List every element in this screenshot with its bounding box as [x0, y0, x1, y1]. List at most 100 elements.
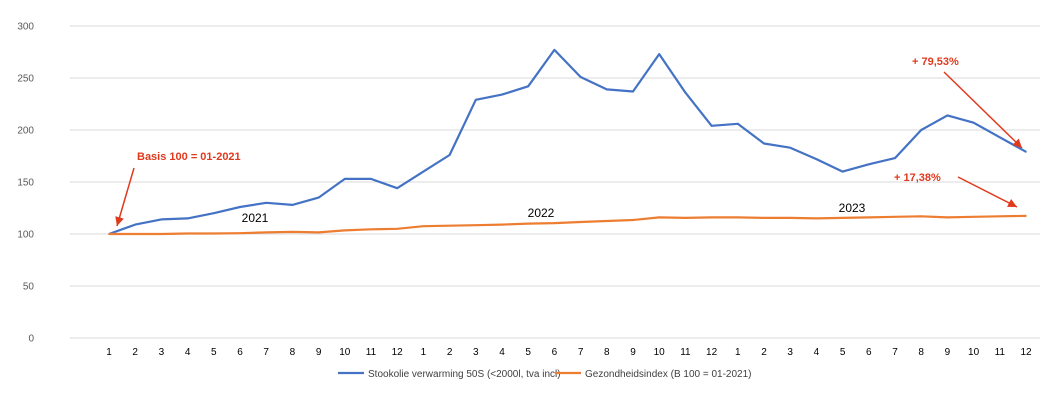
year-label-2022: 2022 — [528, 206, 555, 220]
y-tick-label: 200 — [17, 126, 34, 137]
oil-data-point — [265, 202, 268, 204]
x-tick-label: 6 — [237, 347, 243, 358]
health-data-point — [710, 216, 713, 219]
annotation-basis-arrow — [115, 167, 135, 227]
series-line-health — [109, 214, 1027, 236]
y-tick-label: 150 — [17, 178, 34, 189]
health-data-point — [527, 222, 529, 225]
health-data-point — [160, 233, 163, 235]
health-data-point — [632, 219, 634, 221]
oil-data-point — [186, 217, 189, 220]
annotation-oil-arrow — [943, 71, 1023, 149]
y-tick-label: 300 — [17, 22, 34, 33]
health-data-point — [658, 216, 660, 219]
health-data-point — [841, 217, 844, 219]
oil-data-point — [422, 170, 425, 173]
oil-data-point — [213, 212, 215, 214]
health-data-point — [422, 225, 425, 227]
x-tick-label: 7 — [892, 347, 898, 358]
x-tick-label: 6 — [552, 347, 558, 358]
x-tick-label: 3 — [787, 347, 793, 358]
oil-data-point — [763, 142, 765, 145]
x-tick-label: 4 — [185, 347, 191, 358]
health-data-point — [868, 216, 870, 219]
oil-data-point — [606, 88, 608, 91]
x-tick-label: 2 — [761, 347, 767, 358]
y-tick-label: 250 — [17, 74, 34, 85]
x-tick-label: 10 — [339, 347, 351, 358]
oil-data-point — [239, 206, 241, 208]
health-data-point — [579, 221, 582, 223]
health-data-point — [763, 217, 765, 219]
oil-data-point — [448, 154, 451, 156]
health-data-point — [553, 222, 556, 224]
health-data-point — [475, 224, 477, 226]
health-data-point — [684, 217, 687, 219]
x-tick-label: 8 — [918, 347, 924, 358]
health-data-point — [606, 220, 608, 222]
health-data-point — [501, 223, 503, 226]
x-tick-label: 2 — [132, 347, 138, 358]
x-tick-label: 2 — [447, 347, 453, 358]
x-tick-label: 3 — [159, 347, 165, 358]
health-data-point — [972, 216, 975, 218]
x-tick-label: 10 — [968, 347, 980, 358]
x-tick-label: 8 — [604, 347, 610, 358]
oil-data-point — [710, 125, 713, 127]
legend: Stookolie verwarming 50S (<2000l, tva in… — [338, 369, 752, 380]
annotation-health-change: + 17,38% — [894, 172, 941, 184]
oil-data-point — [999, 136, 1001, 139]
x-tick-label: 11 — [680, 347, 691, 358]
oil-data-point — [370, 178, 372, 180]
oil-data-point — [789, 146, 791, 149]
x-tick-label: 11 — [366, 347, 377, 358]
oil-data-point — [737, 122, 739, 125]
oil-data-point — [684, 91, 687, 94]
x-tick-label: 5 — [840, 347, 846, 358]
x-axis-ticks: 1 2 3 4 5 6 7 8 9 10 11 12 1 2 3 4 5 6 7 8 9 10 11 12 1 2 3 4 5 6 7 8 9 1… — [106, 347, 1032, 358]
y-tick-label: 50 — [23, 282, 35, 293]
health-data-point — [265, 231, 268, 234]
annotation-oil-change: + 79,53% — [912, 56, 959, 68]
year-label-2023: 2023 — [839, 201, 866, 215]
series-line-oil — [108, 48, 1027, 236]
annotation-health-arrow — [957, 176, 1018, 208]
y-axis-ticks: 0 50 100 150 200 250 300 — [17, 22, 34, 345]
x-tick-label: 1 — [421, 347, 427, 358]
oil-data-point — [894, 157, 896, 159]
health-data-point — [344, 229, 346, 232]
health-data-point — [317, 231, 320, 234]
oil-data-point — [920, 129, 922, 131]
x-tick-label: 9 — [630, 347, 636, 358]
y-tick-label: 0 — [28, 334, 34, 345]
x-tick-label: 5 — [211, 347, 217, 358]
oil-data-point — [344, 178, 346, 180]
x-tick-label: 10 — [654, 347, 666, 358]
x-tick-label: 11 — [995, 347, 1006, 358]
health-data-point — [448, 224, 451, 227]
health-data-point — [291, 231, 294, 233]
x-tick-label: 4 — [499, 347, 505, 358]
oil-data-point — [868, 163, 870, 166]
legend-label-health: Gezondheidsindex (B 100 = 01-2021) — [585, 369, 752, 380]
health-data-point — [239, 232, 241, 234]
oil-data-point — [658, 53, 660, 55]
health-data-point — [213, 232, 215, 235]
annotation-basis: Basis 100 = 01-2021 — [137, 151, 241, 163]
x-tick-label: 12 — [706, 347, 718, 358]
health-data-point — [789, 217, 791, 219]
oil-data-point — [134, 223, 136, 226]
oil-data-point — [946, 114, 949, 117]
year-label-2021: 2021 — [242, 211, 269, 225]
oil-data-point — [396, 187, 399, 190]
oil-data-point — [815, 158, 818, 160]
x-tick-label: 5 — [525, 347, 531, 358]
x-tick-label: 7 — [578, 347, 584, 358]
x-tick-label: 4 — [814, 347, 820, 358]
oil-data-point — [632, 90, 634, 93]
health-data-point — [815, 217, 818, 220]
x-tick-label: 9 — [945, 347, 951, 358]
oil-data-point — [527, 85, 529, 88]
health-data-point — [999, 215, 1001, 218]
